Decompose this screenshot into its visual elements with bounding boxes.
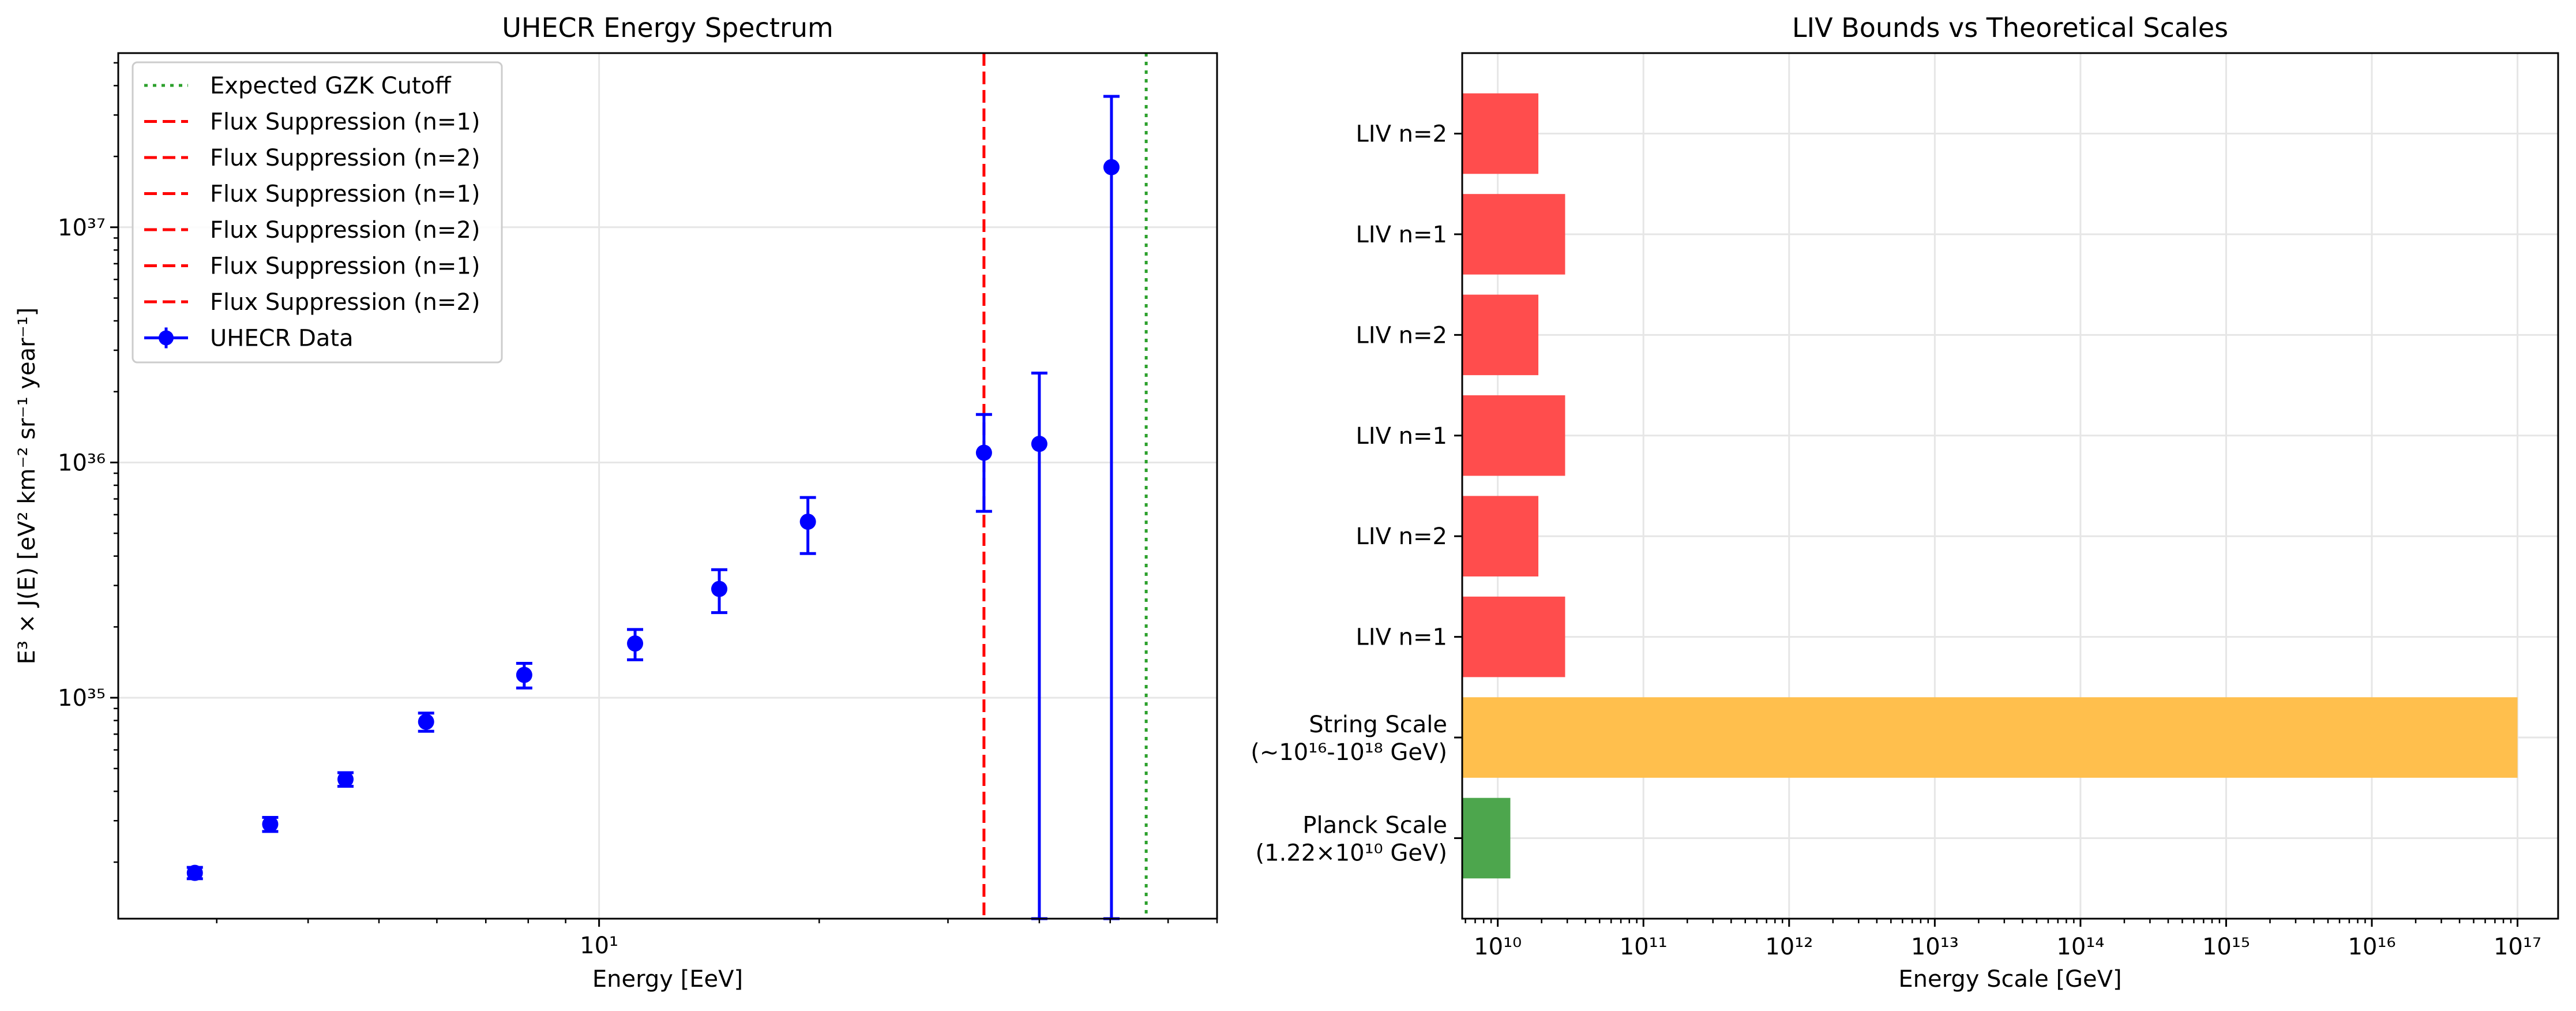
x-tick-label: 10¹⁴ <box>2056 934 2104 960</box>
y-tick-label: LIV n=2 <box>1356 322 1447 349</box>
uhecr-spectrum-chart: 10³⁵ 10³⁶ 10³⁷ 10¹ UHECR Energy Spectrum Ener… <box>14 12 1218 993</box>
y-axis-label: E³ × J(E) [eV² km⁻² sr⁻¹ year⁻¹] <box>14 308 40 665</box>
bar <box>1462 797 1511 879</box>
bar <box>1462 294 1539 376</box>
chart-title: UHECR Energy Spectrum <box>502 12 833 43</box>
data-point <box>1103 159 1120 175</box>
legend-box <box>132 61 503 364</box>
bar <box>1462 697 2518 778</box>
x-tick-label: 10¹⁰ <box>1474 934 1522 960</box>
legend-swatch-marker <box>159 330 174 346</box>
data-point <box>516 666 532 683</box>
x-tick-label: 10¹⁶ <box>2348 934 2396 960</box>
x-axis-label: Energy [EeV] <box>592 966 743 993</box>
legend-label: Expected GZK Cutoff <box>210 73 452 99</box>
chart-title: LIV Bounds vs Theoretical Scales <box>1792 12 2228 43</box>
data-point <box>799 514 816 530</box>
liv-bounds-chart: Planck Scale(1.22×10¹⁰ GeV) String Scale(… <box>1251 12 2559 993</box>
y-tick-label: LIV n=1 <box>1356 222 1447 248</box>
x-tick-label: 10¹⁵ <box>2202 934 2250 960</box>
x-tick-label: 10¹ <box>580 933 618 959</box>
legend-label: Flux Suppression (n=1) <box>210 109 480 136</box>
data-point <box>337 771 354 788</box>
data-point <box>262 816 279 833</box>
bar <box>1462 93 1539 174</box>
y-tick-label: (1.22×10¹⁰ GeV) <box>1256 840 1447 866</box>
y-tick-label: Planck Scale <box>1302 812 1447 838</box>
y-tick-label: LIV n=1 <box>1356 423 1447 450</box>
x-tick-label: 10¹¹ <box>1620 934 1668 960</box>
y-tick-label: (~10¹⁶-10¹⁸ GeV) <box>1251 739 1447 766</box>
y-tick-label: 10³⁵ <box>58 685 106 712</box>
data-point <box>627 635 644 652</box>
plot-frame <box>1461 52 2559 920</box>
x-tick-label: 10¹³ <box>1911 934 1959 960</box>
legend-label: UHECR Data <box>210 325 354 352</box>
y-tick-label: LIV n=2 <box>1356 523 1447 550</box>
x-tick-label: 10¹⁷ <box>2494 934 2541 960</box>
data-point <box>186 864 203 881</box>
y-tick-label: LIV n=2 <box>1356 121 1447 148</box>
data-point <box>711 581 727 597</box>
y-tick-label: 10³⁷ <box>58 215 106 241</box>
legend-label: Flux Suppression (n=1) <box>210 253 480 280</box>
bar <box>1462 194 1565 275</box>
legend-label: Flux Suppression (n=2) <box>210 289 480 316</box>
bar <box>1462 496 1539 576</box>
bar <box>1462 395 1565 476</box>
y-tick-label: LIV n=1 <box>1356 624 1447 651</box>
data-point <box>975 444 992 461</box>
y-tick-label: 10³⁶ <box>58 450 106 476</box>
bar <box>1462 596 1565 677</box>
x-axis-label: Energy Scale [GeV] <box>1898 966 2121 993</box>
data-point <box>1031 436 1047 452</box>
legend-label: Flux Suppression (n=1) <box>210 181 480 208</box>
data-point <box>418 713 434 730</box>
y-tick-label: String Scale <box>1309 712 1447 738</box>
legend-label: Flux Suppression (n=2) <box>210 217 480 244</box>
legend-label: Flux Suppression (n=2) <box>210 145 480 171</box>
x-tick-label: 10¹² <box>1765 934 1813 960</box>
